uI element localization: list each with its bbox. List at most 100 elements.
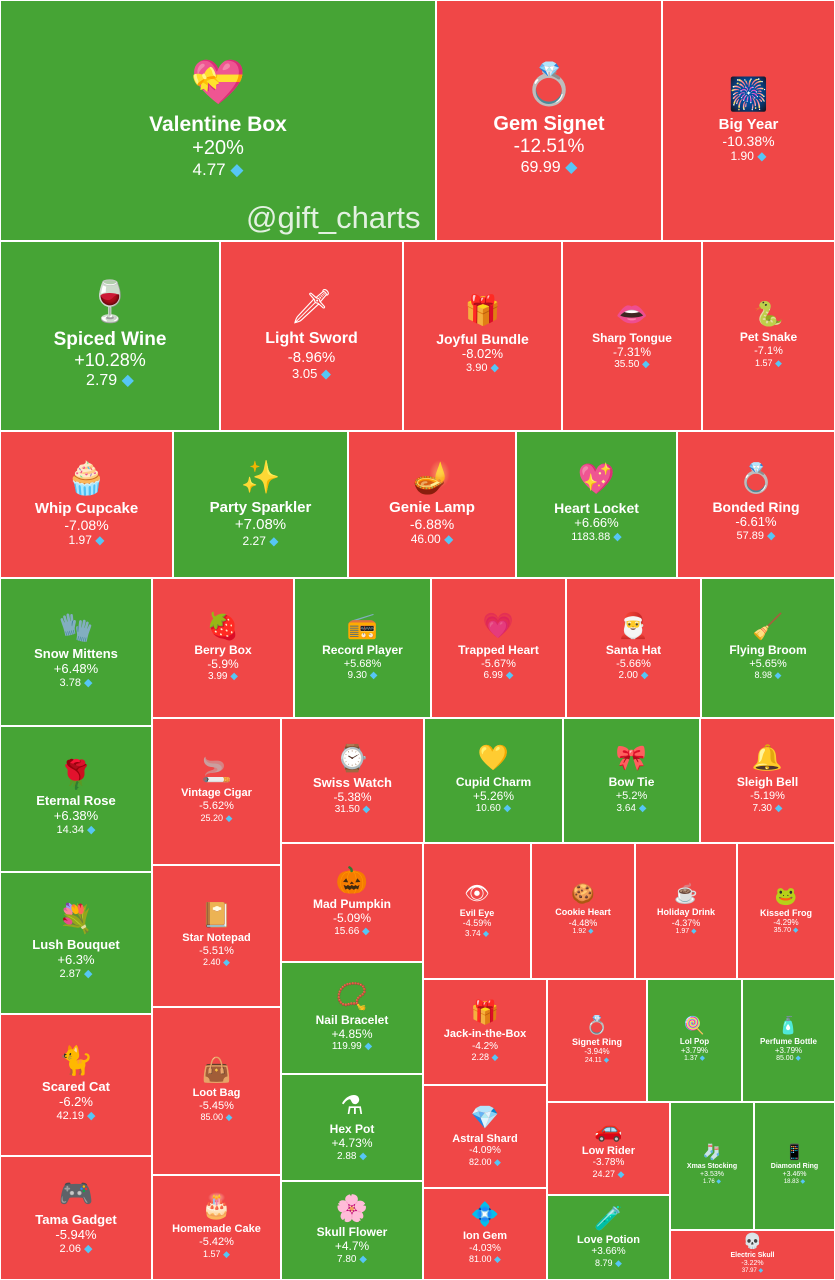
- price-change: -5.45%: [199, 1099, 234, 1112]
- tile-party-sparkler[interactable]: ✨ Party Sparkler +7.08% 2.27 ◆: [173, 431, 348, 578]
- price-row: 3.99 ◆: [208, 671, 238, 683]
- diamond-icon: ◆: [586, 928, 594, 936]
- diamond-icon: ◆: [225, 159, 244, 179]
- price-change: -5.19%: [750, 790, 785, 803]
- diamond-icon: ◆: [772, 357, 782, 368]
- price-value: 2.00: [618, 670, 638, 682]
- price-value: 46.00: [410, 532, 441, 547]
- tile-lush-bouquet[interactable]: 💐 Lush Bouquet +6.3% 2.87 ◆: [0, 872, 152, 1014]
- price-change: -6.2%: [59, 1093, 93, 1109]
- tile-low-rider[interactable]: 🚗 Low Rider -3.78% 24.27 ◆: [547, 1102, 670, 1195]
- tile-flying-broom[interactable]: 🧹 Flying Broom +5.65% 8.98 ◆: [701, 578, 835, 718]
- tile-swiss-watch[interactable]: ⌚ Swiss Watch -5.38% 31.50 ◆: [281, 718, 424, 843]
- tile-scared-cat[interactable]: 🐈 Scared Cat -6.2% 42.19 ◆: [0, 1014, 152, 1156]
- tile-homemade-cake[interactable]: 🎂 Homemade Cake -5.42% 1.57 ◆: [152, 1175, 281, 1280]
- tile-evil-eye[interactable]: 👁 Evil Eye -4.59% 3.74 ◆: [423, 843, 531, 979]
- tile-cookie-heart[interactable]: 🍪 Cookie Heart -4.48% 1.92 ◆: [531, 843, 635, 979]
- tile-trapped-heart[interactable]: 💗 Trapped Heart -5.67% 6.99 ◆: [431, 578, 566, 718]
- tile-tama-gadget[interactable]: 🎮 Tama Gadget -5.94% 2.06 ◆: [0, 1156, 152, 1280]
- price-row: 1183.88 ◆: [571, 531, 621, 544]
- tile-holiday-drink[interactable]: ☕ Holiday Drink -4.37% 1.97 ◆: [635, 843, 737, 979]
- diamond-icon: ◆: [91, 532, 105, 547]
- gift-name: Diamond Ring: [770, 1163, 819, 1171]
- price-change: +6.48%: [53, 660, 99, 676]
- price-row: 7.80 ◆: [337, 1254, 367, 1266]
- price-row: 85.00 ◆: [201, 1112, 233, 1123]
- tile-pet-snake[interactable]: 🐍 Pet Snake -7.1% 1.57 ◆: [702, 241, 835, 431]
- tile-diamond-ring[interactable]: 📱 Diamond Ring +3.46% 18.83 ◆: [754, 1102, 835, 1230]
- tile-genie-lamp[interactable]: 🪔 Genie Lamp -6.88% 46.00 ◆: [348, 431, 516, 578]
- price-row: 69.99 ◆: [521, 158, 578, 177]
- cupid-charm-icon: 💛: [477, 743, 510, 772]
- tile-perfume-bottle[interactable]: 🧴 Perfume Bottle +3.79% 85.00 ◆: [742, 979, 835, 1102]
- price-change: +4.85%: [331, 1026, 373, 1041]
- tile-xmas-stocking[interactable]: 🧦 Xmas Stocking +3.53% 1.76 ◆: [670, 1102, 754, 1230]
- tile-record-player[interactable]: 📻 Record Player +5.68% 9.30 ◆: [294, 578, 431, 718]
- tile-lol-pop[interactable]: 🍭 Lol Pop +3.79% 1.37 ◆: [647, 979, 742, 1102]
- tile-skull-flower[interactable]: 🌸 Skull Flower +4.7% 7.80 ◆: [281, 1181, 423, 1280]
- price-change: -7.31%: [612, 344, 652, 359]
- tile-astral-shard[interactable]: 💎 Astral Shard -4.09% 82.00 ◆: [423, 1085, 547, 1188]
- tile-spiced-wine[interactable]: 🍷 Spiced Wine +10.28% 2.79 ◆: [0, 241, 220, 431]
- price-change: -6.61%: [735, 514, 777, 530]
- tile-sharp-tongue[interactable]: 👄 Sharp Tongue -7.31% 35.50 ◆: [562, 241, 702, 431]
- price-change: -7.1%: [754, 345, 783, 358]
- tile-santa-hat[interactable]: 🎅 Santa Hat -5.66% 2.00 ◆: [566, 578, 701, 718]
- tile-electric-skull[interactable]: 💀 Electric Skull -3.22% 37.97 ◆: [670, 1230, 835, 1280]
- gift-name: Bow Tie: [608, 775, 655, 790]
- gift-name: Heart Locket: [554, 499, 639, 516]
- tile-hex-pot[interactable]: ⚗ Hex Pot +4.73% 2.88 ◆: [281, 1074, 423, 1181]
- price-change: -4.59%: [462, 918, 492, 929]
- tile-valentine-box[interactable]: 💝 Valentine Box +20% 4.77 ◆: [0, 0, 436, 241]
- santa-hat-icon: 🎅: [617, 611, 650, 640]
- price-row: 1.92 ◆: [573, 928, 594, 936]
- gift-name: Record Player: [322, 642, 403, 657]
- tile-gem-signet[interactable]: 💍 Gem Signet -12.51% 69.99 ◆: [436, 0, 662, 241]
- diamond-icon: ◆: [220, 1248, 230, 1259]
- tile-jack-in-the-box[interactable]: 🎁 Jack-in-the-Box -4.2% 2.28 ◆: [423, 979, 547, 1085]
- tile-love-potion[interactable]: 🧪 Love Potion +3.66% 8.79 ◆: [547, 1195, 670, 1280]
- tile-cupid-charm[interactable]: 💛 Cupid Charm +5.26% 10.60 ◆: [424, 718, 563, 843]
- gift-name: Signet Ring: [572, 1037, 622, 1048]
- tile-heart-locket[interactable]: 💖 Heart Locket +6.66% 1183.88 ◆: [516, 431, 677, 578]
- price-value: 8.98: [754, 670, 773, 681]
- gift-name: Low Rider: [581, 1144, 636, 1157]
- tile-mad-pumpkin[interactable]: 🎃 Mad Pumpkin -5.09% 15.66 ◆: [281, 843, 423, 962]
- tile-ion-gem[interactable]: 💠 Ion Gem -4.03% 81.00 ◆: [423, 1188, 547, 1280]
- tile-nail-bracelet[interactable]: 📿 Nail Bracelet +4.85% 119.99 ◆: [281, 962, 423, 1074]
- gift-name: Hex Pot: [329, 1122, 375, 1137]
- spiced-wine-icon: 🍷: [85, 279, 135, 324]
- diamond-icon: ◆: [772, 670, 782, 681]
- tile-star-notepad[interactable]: 📔 Star Notepad -5.51% 2.40 ◆: [152, 865, 281, 1007]
- price-change: +4.7%: [334, 1239, 370, 1253]
- price-value: 35.50: [614, 359, 640, 371]
- gift-name: Lush Bouquet: [32, 936, 120, 952]
- tile-vintage-cigar[interactable]: 🚬 Vintage Cigar -5.62% 25.20 ◆: [152, 718, 281, 865]
- tile-bow-tie[interactable]: 🎀 Bow Tie +5.2% 3.64 ◆: [563, 718, 700, 843]
- price-value: 6.99: [483, 670, 503, 682]
- tile-signet-ring[interactable]: 💍 Signet Ring -3.94% 24.11 ◆: [547, 979, 647, 1102]
- tile-big-year[interactable]: 🎆 Big Year -10.38% 1.90 ◆: [662, 0, 835, 241]
- diamond-icon: ◆: [612, 1257, 622, 1268]
- tile-light-sword[interactable]: 🗡 Light Sword -8.96% 3.05 ◆: [220, 241, 403, 431]
- tile-snow-mittens[interactable]: 🧤 Snow Mittens +6.48% 3.78 ◆: [0, 578, 152, 726]
- kissed-frog-icon: 🐸: [774, 885, 798, 906]
- tama-gadget-icon: 🎮: [58, 1177, 94, 1209]
- jack-in-the-box-icon: 🎁: [470, 999, 500, 1026]
- tile-berry-box[interactable]: 🍓 Berry Box -5.9% 3.99 ◆: [152, 578, 294, 718]
- gift-name: Light Sword: [265, 330, 358, 348]
- tile-whip-cupcake[interactable]: 🧁 Whip Cupcake -7.08% 1.97 ◆: [0, 431, 173, 578]
- tile-joyful-bundle[interactable]: 🎁 Joyful Bundle -8.02% 3.90 ◆: [403, 241, 562, 431]
- tile-loot-bag[interactable]: 👜 Loot Bag -5.45% 85.00 ◆: [152, 1007, 281, 1175]
- price-change: +6.3%: [57, 951, 95, 967]
- price-value: 3.78: [59, 676, 81, 689]
- price-row: 57.89 ◆: [736, 530, 775, 543]
- tile-bonded-ring[interactable]: 💍 Bonded Ring -6.61% 57.89 ◆: [677, 431, 835, 578]
- diamond-icon: ◆: [80, 1242, 93, 1255]
- price-value: 3.99: [208, 671, 228, 683]
- tile-eternal-rose[interactable]: 🌹 Eternal Rose +6.38% 14.34 ◆: [0, 726, 152, 872]
- diamond-icon: ◆: [689, 928, 697, 936]
- tile-kissed-frog[interactable]: 🐸 Kissed Frog -4.29% 35.70 ◆: [737, 843, 835, 979]
- tile-sleigh-bell[interactable]: 🔔 Sleigh Bell -5.19% 7.30 ◆: [700, 718, 835, 843]
- joyful-bundle-icon: 🎁: [464, 294, 501, 327]
